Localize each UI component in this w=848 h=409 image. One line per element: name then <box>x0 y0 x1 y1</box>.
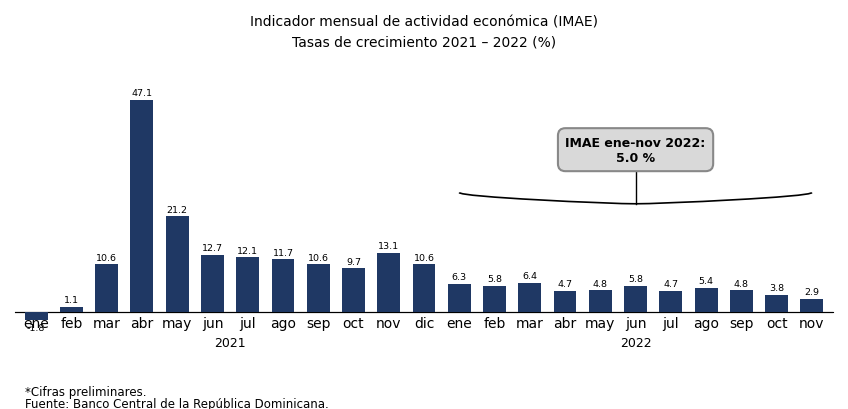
Bar <box>448 284 471 312</box>
Bar <box>554 291 577 312</box>
Bar <box>95 265 118 312</box>
Bar <box>412 265 436 312</box>
Bar <box>518 283 541 312</box>
Bar <box>801 299 823 312</box>
Text: 21.2: 21.2 <box>167 205 187 214</box>
Text: 5.8: 5.8 <box>628 274 643 283</box>
Bar <box>131 100 153 312</box>
Bar <box>165 217 188 312</box>
Text: *Cifras preliminares.: *Cifras preliminares. <box>25 385 147 398</box>
Text: 12.1: 12.1 <box>237 246 258 255</box>
Bar <box>483 286 506 312</box>
Text: 9.7: 9.7 <box>346 257 361 266</box>
Text: 4.8: 4.8 <box>734 279 749 288</box>
Text: 4.7: 4.7 <box>557 279 572 288</box>
Bar <box>377 253 400 312</box>
Bar <box>342 269 365 312</box>
Text: 11.7: 11.7 <box>272 248 293 257</box>
Bar <box>730 291 753 312</box>
Text: 2021: 2021 <box>215 336 246 349</box>
Bar <box>25 312 47 320</box>
Bar <box>624 286 647 312</box>
Text: Fuente: Banco Central de la República Dominicana.: Fuente: Banco Central de la República Do… <box>25 397 329 409</box>
Bar <box>60 307 83 312</box>
Text: 4.7: 4.7 <box>663 279 678 288</box>
Text: 6.4: 6.4 <box>522 272 538 281</box>
Text: 1.1: 1.1 <box>64 296 79 305</box>
Text: 6.3: 6.3 <box>452 272 466 281</box>
Bar <box>201 255 224 312</box>
Text: 3.8: 3.8 <box>769 283 784 292</box>
Text: 12.7: 12.7 <box>202 243 223 252</box>
Text: -1.8: -1.8 <box>27 323 45 332</box>
Title: Indicador mensual de actividad económica (IMAE)
Tasas de crecimiento 2021 – 2022: Indicador mensual de actividad económica… <box>250 15 598 49</box>
Text: 5.8: 5.8 <box>487 274 502 283</box>
Text: IMAE ene-nov 2022:
5.0 %: IMAE ene-nov 2022: 5.0 % <box>566 136 706 164</box>
Text: 5.4: 5.4 <box>699 276 713 285</box>
Text: 10.6: 10.6 <box>308 253 329 262</box>
Text: 10.6: 10.6 <box>96 253 117 262</box>
Bar <box>307 265 330 312</box>
Bar <box>271 260 294 312</box>
Bar <box>695 288 717 312</box>
Text: 47.1: 47.1 <box>131 89 153 98</box>
Bar <box>237 258 259 312</box>
Text: 10.6: 10.6 <box>414 253 434 262</box>
Text: 2.9: 2.9 <box>805 288 819 297</box>
Bar <box>589 291 611 312</box>
Bar <box>765 295 788 312</box>
Text: 13.1: 13.1 <box>378 242 399 251</box>
Text: 2022: 2022 <box>620 336 651 349</box>
Text: 4.8: 4.8 <box>593 279 608 288</box>
Bar <box>660 291 683 312</box>
